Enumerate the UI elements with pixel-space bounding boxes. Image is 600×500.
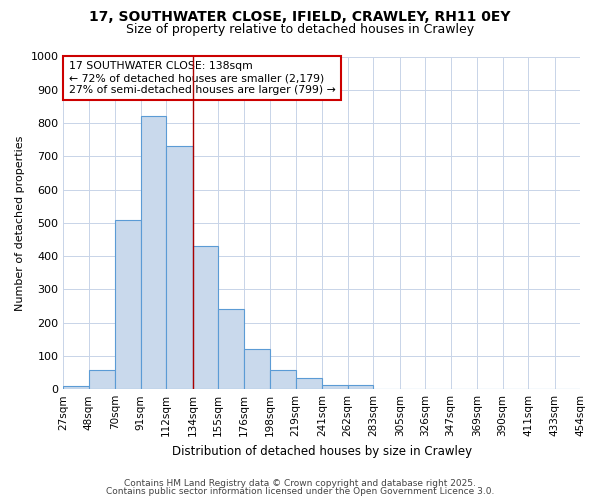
Bar <box>64 386 89 389</box>
Bar <box>166 146 193 389</box>
Y-axis label: Number of detached properties: Number of detached properties <box>15 135 25 310</box>
Bar <box>296 378 322 389</box>
Bar <box>218 310 244 389</box>
Text: 17, SOUTHWATER CLOSE, IFIELD, CRAWLEY, RH11 0EY: 17, SOUTHWATER CLOSE, IFIELD, CRAWLEY, R… <box>89 10 511 24</box>
Bar <box>348 385 373 389</box>
Text: Contains HM Land Registry data © Crown copyright and database right 2025.: Contains HM Land Registry data © Crown c… <box>124 478 476 488</box>
Text: Contains public sector information licensed under the Open Government Licence 3.: Contains public sector information licen… <box>106 487 494 496</box>
Text: Size of property relative to detached houses in Crawley: Size of property relative to detached ho… <box>126 22 474 36</box>
X-axis label: Distribution of detached houses by size in Crawley: Distribution of detached houses by size … <box>172 444 472 458</box>
Bar <box>270 370 296 389</box>
Bar <box>141 116 166 389</box>
Bar <box>193 246 218 389</box>
Bar <box>115 220 141 389</box>
Text: 17 SOUTHWATER CLOSE: 138sqm
← 72% of detached houses are smaller (2,179)
27% of : 17 SOUTHWATER CLOSE: 138sqm ← 72% of det… <box>68 62 335 94</box>
Bar <box>244 350 270 389</box>
Bar <box>89 370 115 389</box>
Bar <box>322 385 348 389</box>
